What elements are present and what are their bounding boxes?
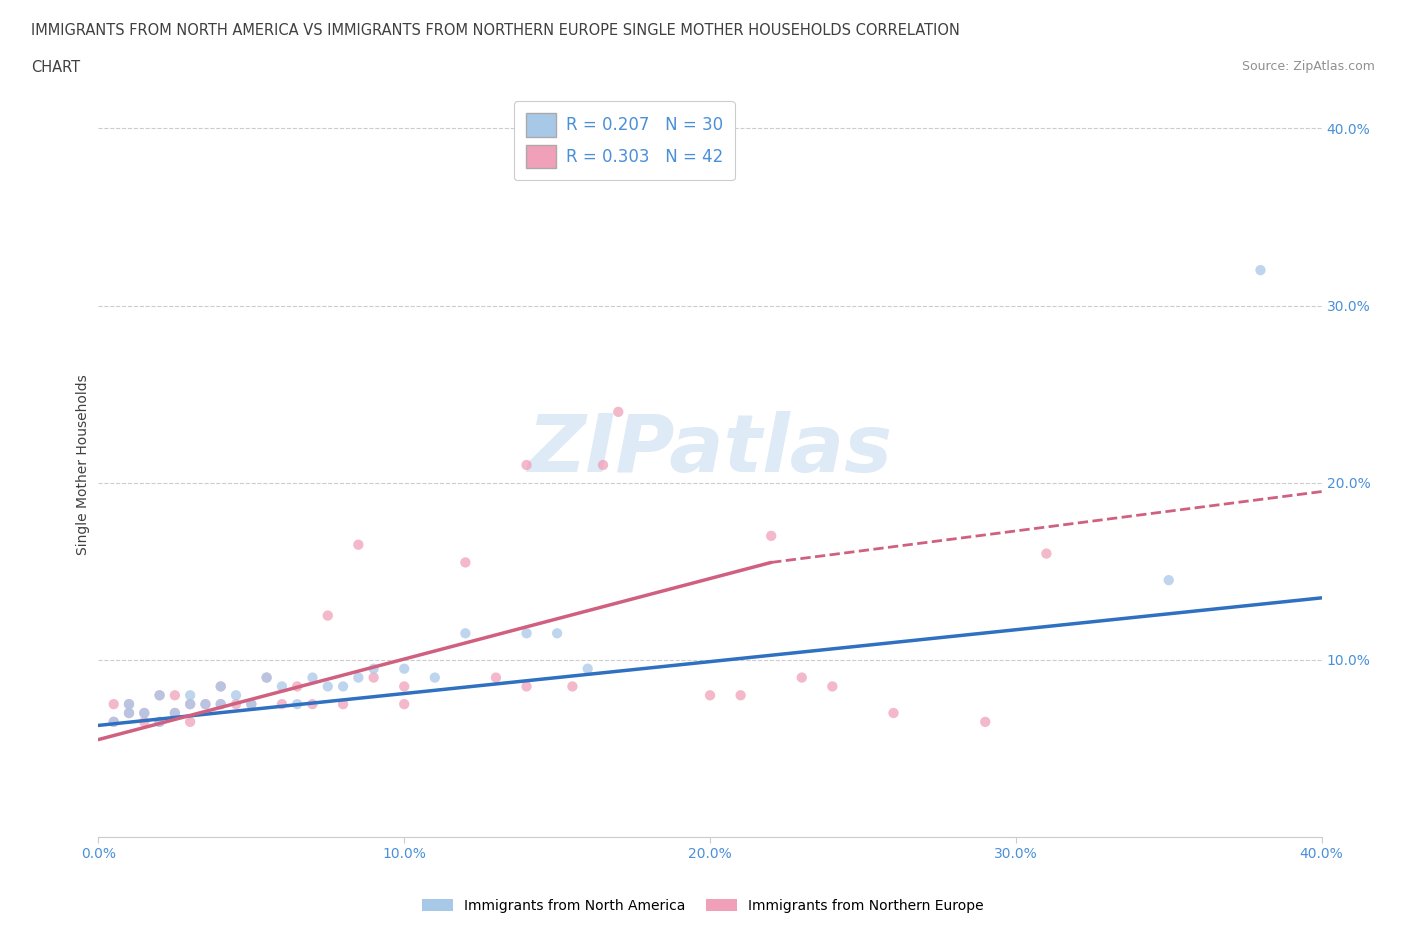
Point xyxy=(285,679,308,694)
Point xyxy=(454,555,477,570)
Point xyxy=(194,697,217,711)
Point xyxy=(270,697,292,711)
Point xyxy=(699,688,721,703)
Point xyxy=(149,688,172,703)
Point xyxy=(285,697,308,711)
Point xyxy=(607,405,630,419)
Point xyxy=(332,679,354,694)
Point xyxy=(118,697,141,711)
Point xyxy=(790,671,813,685)
Point xyxy=(225,688,247,703)
Point xyxy=(209,697,232,711)
Point xyxy=(1035,546,1057,561)
Point xyxy=(592,458,614,472)
Point xyxy=(163,706,186,721)
Point xyxy=(194,697,217,711)
Point xyxy=(118,706,141,721)
Point xyxy=(240,697,263,711)
Point xyxy=(149,714,172,729)
Point xyxy=(759,528,782,543)
Point xyxy=(561,679,583,694)
Point xyxy=(347,538,370,552)
Point xyxy=(240,697,263,711)
Text: CHART: CHART xyxy=(31,60,80,75)
Point xyxy=(576,661,599,676)
Point xyxy=(363,671,385,685)
Point xyxy=(149,714,172,729)
Point xyxy=(149,688,172,703)
Point xyxy=(974,714,997,729)
Point xyxy=(118,706,141,721)
Point xyxy=(179,714,201,729)
Point xyxy=(516,679,538,694)
Point xyxy=(392,697,416,711)
Point xyxy=(134,714,156,729)
Point xyxy=(179,697,201,711)
Point xyxy=(485,671,508,685)
Point xyxy=(179,688,201,703)
Legend: R = 0.207   N = 30, R = 0.303   N = 42: R = 0.207 N = 30, R = 0.303 N = 42 xyxy=(515,101,735,180)
Point xyxy=(256,671,278,685)
Point xyxy=(546,626,568,641)
Point xyxy=(423,671,446,685)
Point xyxy=(118,697,141,711)
Point xyxy=(821,679,844,694)
Point xyxy=(332,697,354,711)
Y-axis label: Single Mother Households: Single Mother Households xyxy=(76,375,90,555)
Point xyxy=(134,706,156,721)
Point xyxy=(225,697,247,711)
Point xyxy=(516,458,538,472)
Point xyxy=(163,706,186,721)
Point xyxy=(316,679,339,694)
Point xyxy=(270,679,292,694)
Point xyxy=(730,688,752,703)
Point xyxy=(454,626,477,641)
Point xyxy=(209,679,232,694)
Point xyxy=(256,671,278,685)
Point xyxy=(179,697,201,711)
Point xyxy=(103,714,125,729)
Text: ZIPatlas: ZIPatlas xyxy=(527,411,893,489)
Point xyxy=(1249,262,1271,277)
Point xyxy=(316,608,339,623)
Legend: Immigrants from North America, Immigrants from Northern Europe: Immigrants from North America, Immigrant… xyxy=(416,894,990,919)
Text: Source: ZipAtlas.com: Source: ZipAtlas.com xyxy=(1241,60,1375,73)
Point xyxy=(1157,573,1180,588)
Point xyxy=(392,679,416,694)
Point xyxy=(347,671,370,685)
Text: IMMIGRANTS FROM NORTH AMERICA VS IMMIGRANTS FROM NORTHERN EUROPE SINGLE MOTHER H: IMMIGRANTS FROM NORTH AMERICA VS IMMIGRA… xyxy=(31,23,960,38)
Point xyxy=(516,626,538,641)
Point xyxy=(209,697,232,711)
Point xyxy=(134,706,156,721)
Point xyxy=(883,706,905,721)
Point xyxy=(103,714,125,729)
Point xyxy=(163,688,186,703)
Point xyxy=(301,697,323,711)
Point xyxy=(301,671,323,685)
Point xyxy=(392,661,416,676)
Point xyxy=(209,679,232,694)
Point xyxy=(363,661,385,676)
Point xyxy=(103,697,125,711)
